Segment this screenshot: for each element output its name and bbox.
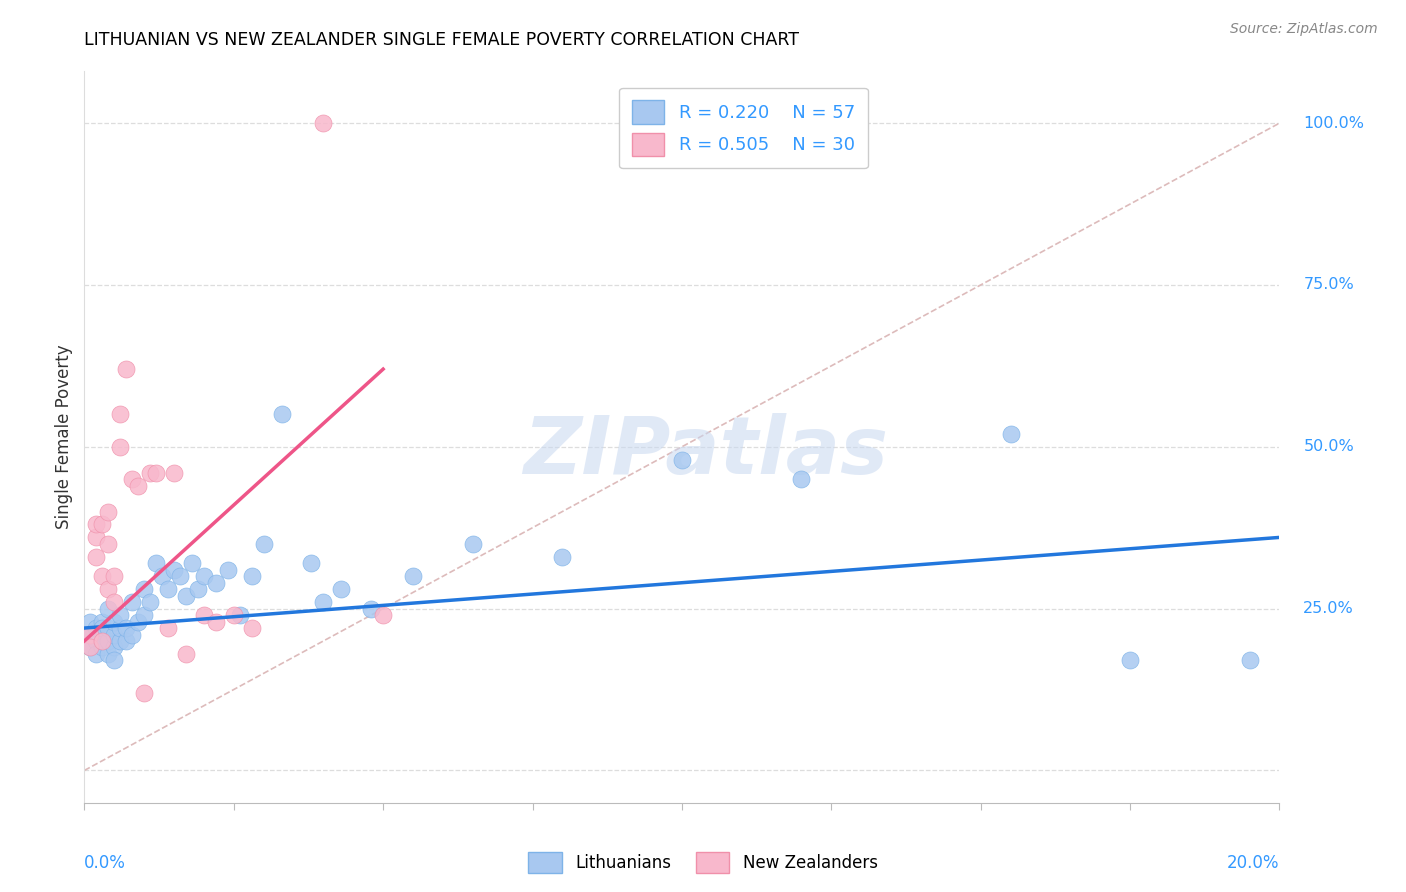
Point <box>97 504 120 518</box>
Point <box>402 569 425 583</box>
Text: 100.0%: 100.0% <box>1303 116 1364 130</box>
Point <box>163 563 186 577</box>
Point <box>145 466 167 480</box>
Text: LITHUANIAN VS NEW ZEALANDER SINGLE FEMALE POVERTY CORRELATION CHART: LITHUANIAN VS NEW ZEALANDER SINGLE FEMAL… <box>84 31 800 49</box>
Point <box>121 627 143 641</box>
Point <box>110 408 132 422</box>
Point <box>205 575 228 590</box>
Point <box>139 595 162 609</box>
Point <box>86 517 108 532</box>
Point <box>103 640 125 655</box>
Point <box>79 640 101 655</box>
Text: 25.0%: 25.0% <box>1303 601 1354 616</box>
Point <box>228 608 252 623</box>
Point <box>301 557 323 571</box>
Point <box>222 608 245 623</box>
Point <box>193 569 215 583</box>
Point <box>169 569 191 583</box>
Point <box>121 595 143 609</box>
Point <box>97 537 120 551</box>
Point <box>115 362 138 376</box>
Point <box>193 608 215 623</box>
Point <box>86 549 108 564</box>
Point <box>97 582 120 597</box>
Point <box>97 601 120 615</box>
Point <box>86 647 108 661</box>
Point <box>86 621 108 635</box>
Point <box>205 615 228 629</box>
Point <box>163 466 186 480</box>
Point <box>551 549 574 564</box>
Y-axis label: Single Female Poverty: Single Female Poverty <box>55 345 73 529</box>
Point <box>253 537 276 551</box>
Point <box>103 615 125 629</box>
Point <box>270 408 292 422</box>
Point <box>121 472 143 486</box>
Point <box>180 557 202 571</box>
Point <box>240 621 263 635</box>
Point <box>312 595 335 609</box>
Text: 75.0%: 75.0% <box>1303 277 1354 293</box>
Point <box>150 569 173 583</box>
Point <box>91 517 114 532</box>
Point <box>91 640 114 655</box>
Point <box>127 478 149 492</box>
Legend: R = 0.220    N = 57, R = 0.505    N = 30: R = 0.220 N = 57, R = 0.505 N = 30 <box>619 87 868 169</box>
Point <box>157 621 180 635</box>
Point <box>132 608 156 623</box>
Point <box>110 440 132 454</box>
Point <box>91 615 114 629</box>
Point <box>1000 426 1022 441</box>
Point <box>110 608 132 623</box>
Point <box>132 582 156 597</box>
Point <box>79 627 101 641</box>
Point <box>145 557 167 571</box>
Point <box>79 640 101 655</box>
Point <box>103 627 125 641</box>
Text: 50.0%: 50.0% <box>1303 439 1354 454</box>
Point <box>97 647 120 661</box>
Text: Source: ZipAtlas.com: Source: ZipAtlas.com <box>1230 22 1378 37</box>
Point <box>115 621 138 635</box>
Point <box>103 653 125 667</box>
Point <box>174 647 197 661</box>
Point <box>91 634 114 648</box>
Point <box>360 601 382 615</box>
Point <box>139 466 162 480</box>
Point <box>79 627 101 641</box>
Point <box>371 608 394 623</box>
Text: 0.0%: 0.0% <box>84 854 127 872</box>
Point <box>790 472 813 486</box>
Legend: Lithuanians, New Zealanders: Lithuanians, New Zealanders <box>522 846 884 880</box>
Point <box>312 116 335 130</box>
Point <box>671 452 693 467</box>
Point <box>110 621 132 635</box>
Point <box>461 537 484 551</box>
Text: ZIPatlas: ZIPatlas <box>523 413 889 491</box>
Point <box>330 582 353 597</box>
Point <box>97 634 120 648</box>
Point <box>217 563 239 577</box>
Point <box>91 621 114 635</box>
Text: 20.0%: 20.0% <box>1227 854 1279 872</box>
Point <box>240 569 263 583</box>
Point <box>91 569 114 583</box>
Point <box>86 530 108 544</box>
Point <box>91 634 114 648</box>
Point <box>174 589 197 603</box>
Point <box>132 686 156 700</box>
Point <box>1119 653 1142 667</box>
Point <box>1239 653 1261 667</box>
Point <box>86 634 108 648</box>
Point <box>103 569 125 583</box>
Point <box>103 595 125 609</box>
Point <box>157 582 180 597</box>
Point <box>127 615 149 629</box>
Point <box>79 615 101 629</box>
Point <box>187 582 209 597</box>
Point <box>115 634 138 648</box>
Point <box>91 627 114 641</box>
Point <box>97 621 120 635</box>
Point <box>110 634 132 648</box>
